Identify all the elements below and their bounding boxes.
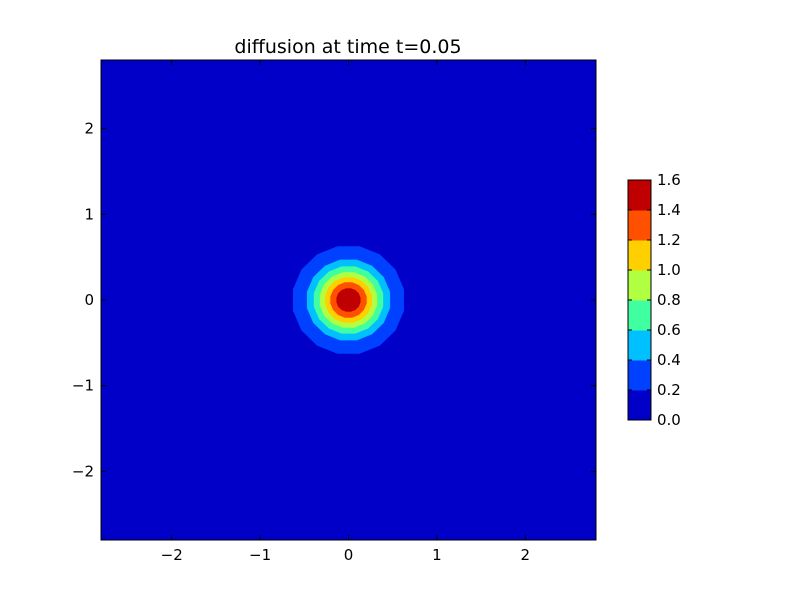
- plot-area: −2 −1 0 1 2 2 1 0 −1 −2: [72, 59, 597, 564]
- colorbar-band-6: [628, 210, 651, 241]
- colorbar-tick-label: 1.0: [657, 261, 681, 279]
- x-tick-label: −1: [249, 546, 271, 564]
- x-tick-label: 1: [432, 546, 442, 564]
- y-tick-label: 1: [84, 205, 94, 223]
- x-tick-label: 2: [521, 546, 531, 564]
- colorbar-tick-label: 1.4: [657, 201, 681, 219]
- y-tick-label: −1: [72, 377, 94, 395]
- colorbar-tick-label: 0.2: [657, 381, 681, 399]
- y-tick-label: 0: [84, 291, 94, 309]
- colorbar-tick-label: 0.4: [657, 351, 681, 369]
- colorbar-band-2: [628, 330, 651, 361]
- colorbar-band-0: [628, 390, 651, 421]
- x-tick-label: −2: [161, 546, 183, 564]
- colorbar-band-4: [628, 270, 651, 301]
- colorbar-tick-label: 0.6: [657, 321, 681, 339]
- x-tick-label: 0: [344, 546, 354, 564]
- colorbar-band-5: [628, 240, 651, 271]
- y-tick-label: −2: [72, 462, 94, 480]
- colorbar-tick-label: 1.2: [657, 231, 681, 249]
- y-tick-label: 2: [84, 120, 94, 138]
- chart-title: diffusion at time t=0.05: [234, 36, 461, 58]
- colorbar-tick-label: 0.8: [657, 291, 681, 309]
- colorbar-band-7: [628, 180, 651, 211]
- colorbar-band-1: [628, 360, 651, 391]
- contour-band-7: [336, 288, 361, 312]
- colorbar: 1.6 1.4 1.2 1.0 0.8 0.6 0.4 0.2 0.0: [627, 171, 681, 429]
- colorbar-tick-label: 0.0: [657, 411, 681, 429]
- colorbar-band-3: [628, 300, 651, 331]
- colorbar-tick-label: 1.6: [657, 171, 681, 189]
